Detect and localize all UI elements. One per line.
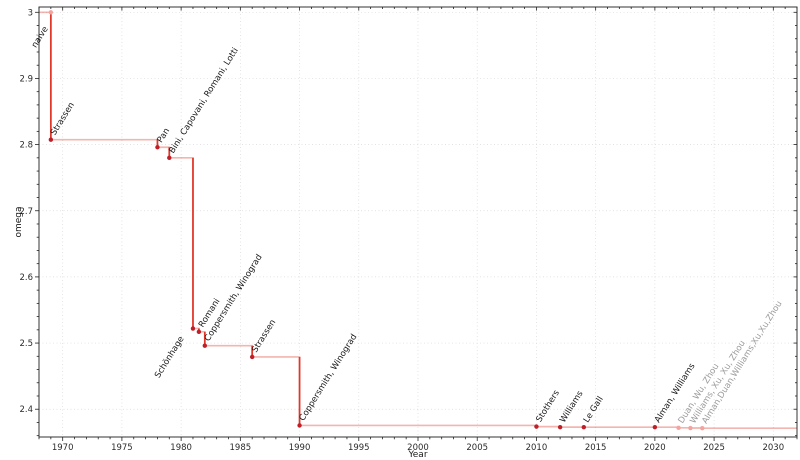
- annotation-label: Le Gall: [582, 395, 606, 425]
- data-point-marker: [700, 425, 705, 431]
- x-tick-label: 2010: [526, 443, 548, 453]
- data-point-marker: [155, 145, 160, 150]
- y-tick-label: 2.6: [19, 273, 33, 283]
- data-point-marker: [297, 423, 302, 428]
- x-tick-label: 2020: [644, 443, 666, 453]
- data-point-marker: [48, 10, 54, 15]
- x-tick-label: 1970: [52, 443, 74, 453]
- x-tick-label: 1985: [230, 443, 252, 453]
- data-layer: [39, 10, 797, 431]
- axis-layer: 1970 1975 1980 1985 1990 1995 2000 2005 2010 2015…: [19, 6, 798, 453]
- annotation-label: Schönhage: [153, 335, 187, 380]
- y-tick-label: 3: [28, 8, 33, 18]
- data-point-marker: [652, 424, 658, 430]
- x-axis-title: Year: [407, 450, 427, 460]
- omega-drop-segments: [49, 12, 680, 428]
- data-point-marker: [534, 424, 539, 429]
- y-tick-label: 2.4: [19, 405, 33, 415]
- data-point-marker: [557, 424, 563, 430]
- x-tick-label: 2005: [466, 443, 488, 453]
- annotation-label: Williams, Xu, Xu, Zhou: [688, 339, 747, 426]
- data-point-marker: [48, 137, 54, 142]
- annotation-label: Pan: [156, 127, 173, 145]
- x-tick-label: 2000: [407, 443, 429, 453]
- x-tick-label: 1990: [289, 443, 311, 453]
- y-tick-label: 2.7: [19, 207, 33, 217]
- annotation-label: Bini, Capovani, Romani, Lotti: [167, 46, 240, 155]
- data-point-marker: [249, 354, 255, 360]
- data-point-marker: [202, 343, 208, 348]
- omega-step-line: [39, 11, 797, 430]
- y-tick-label: 2.5: [19, 339, 33, 349]
- annotation-label: Strassen: [49, 101, 77, 138]
- annotation-label: naive: [30, 25, 51, 50]
- x-tick-label: 1995: [348, 443, 370, 453]
- data-point-marker: [167, 155, 172, 161]
- x-tick-label: 1975: [111, 443, 133, 453]
- data-point-marker: [581, 424, 587, 430]
- data-point-marker: [688, 425, 693, 431]
- annotation-label: Strassen: [250, 318, 278, 355]
- data-point-marker: [196, 329, 202, 335]
- x-tick-label: 1980: [170, 443, 192, 453]
- grid-layer: [39, 7, 797, 437]
- y-axis-title: omega: [14, 206, 24, 237]
- y-tick-label: 2.8: [19, 141, 33, 151]
- data-point-marker: [190, 326, 196, 331]
- annotation-label: Coppersmith, Winograd: [298, 332, 360, 423]
- x-tick-label: 2015: [585, 443, 607, 453]
- data-point-marker: [676, 425, 681, 431]
- y-tick-label: 2.9: [19, 74, 33, 84]
- x-tick-label: 2025: [703, 443, 725, 453]
- x-tick-label: 2030: [762, 443, 784, 453]
